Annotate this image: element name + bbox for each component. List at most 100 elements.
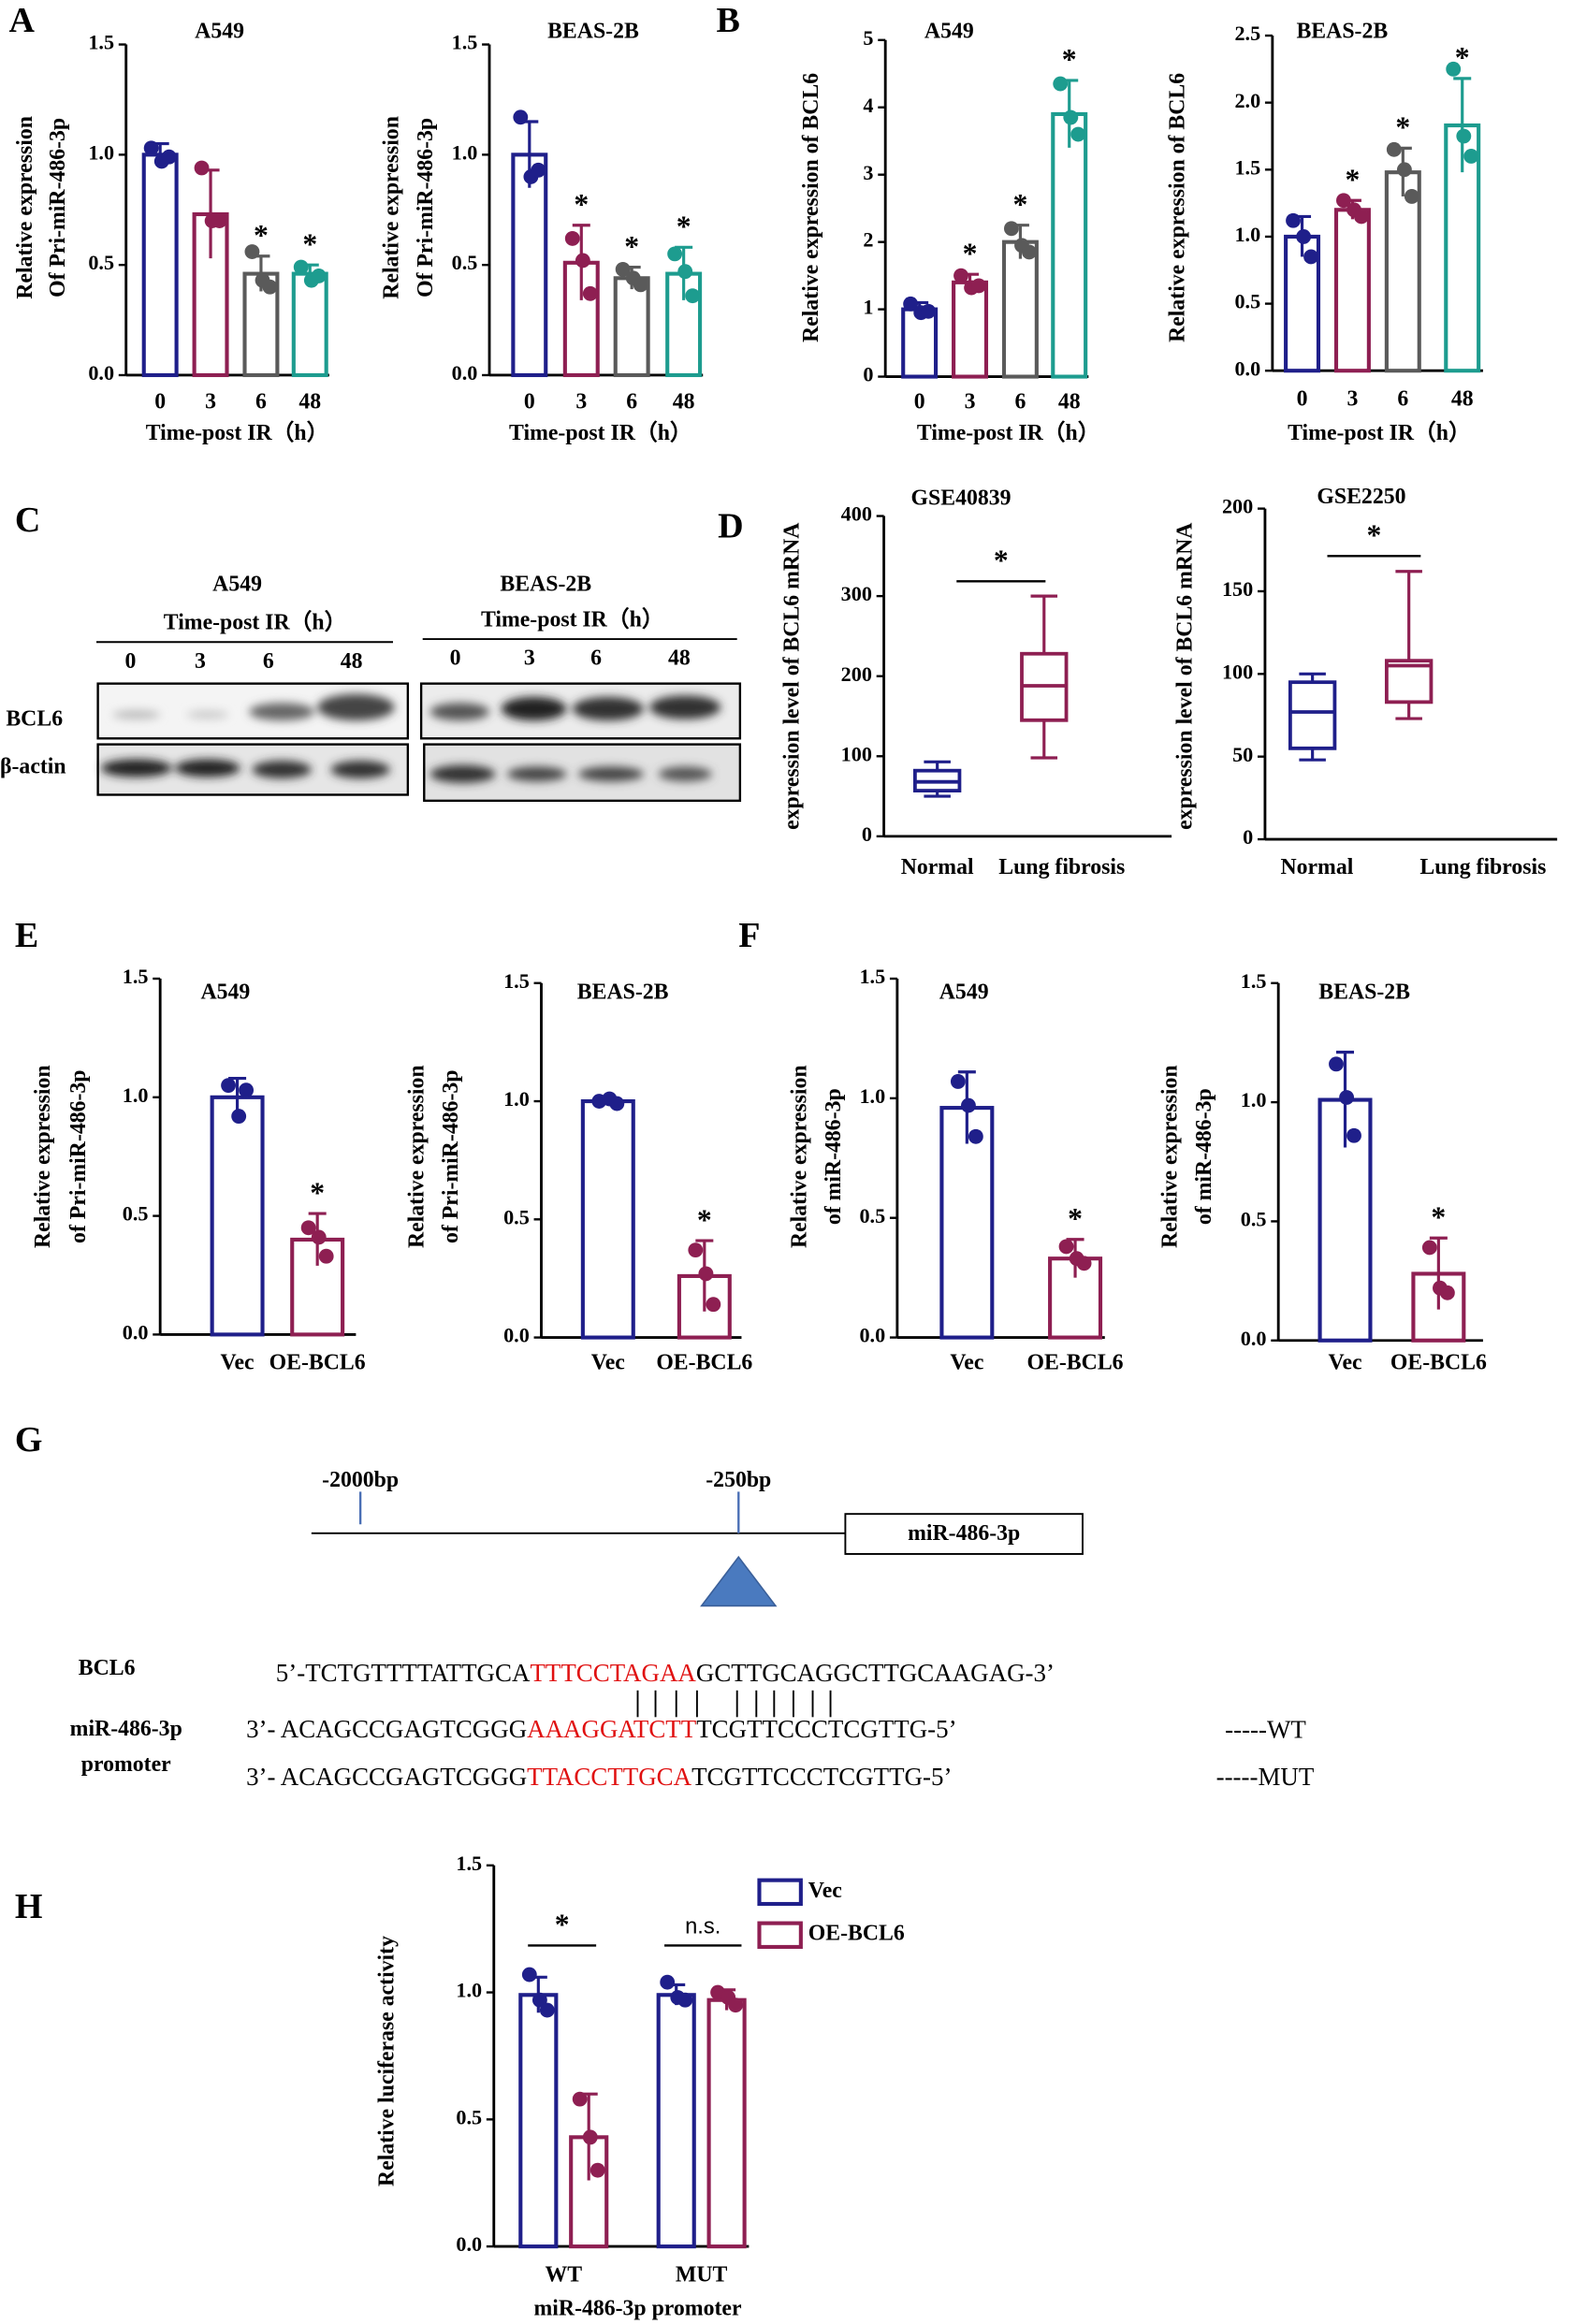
significance-mark: * [555,1909,570,1941]
x-tick-label: 48 [673,390,695,414]
bar [562,260,600,378]
y-axis-label: Of Pri-miR-486-3p [414,118,438,298]
chart: 0.0 0.5 1.0 1.5 BEAS-2B Relative expression of… [404,969,752,1375]
y-tick-label: 1.0 [456,1979,482,2002]
significance-mark: * [1346,164,1361,196]
legend-swatch [757,1878,803,1907]
y-tick-label: 200 [841,662,872,686]
y-tick-label: 150 [1222,577,1253,601]
x-tick-label: 0 [154,390,166,414]
y-tick-label: 1.5 [1241,969,1267,993]
bar [141,153,179,378]
chart: 0.0 0.5 1.0 1.5 Relative luciferase activity… [375,1852,905,2321]
data-point [564,230,580,246]
bar [291,271,328,378]
chart: 0.0 0.5 1.0 1.5 A549 Relative expression of mi… [787,965,1123,1374]
data-point [1053,76,1069,92]
y-tick-label: 1.0 [503,1087,530,1111]
bar [706,1997,747,2249]
y-tick-label: 1.5 [456,1852,482,1875]
blot-row-label: β-actin [0,754,66,778]
y-axis-label: of Pri-miR-486-3p [439,1069,463,1242]
bar [613,276,650,378]
y-tick-label: 0.5 [456,2105,482,2128]
significance-mark: * [1455,41,1470,74]
chart: 0 100 200 300 400 GSE40839 expression level of… [779,487,1172,879]
lane-label: 6 [263,649,274,674]
data-point [590,2162,605,2178]
seq-part: 3’- ACAGCCGAGTCGGG [246,1715,527,1743]
bar [952,280,989,379]
x-tick-label: Vec [591,1351,625,1375]
data-point [194,160,210,176]
data-point [143,140,159,156]
data-point [1421,1240,1437,1256]
x-tick-label: Vec [221,1351,255,1375]
data-point [1286,212,1301,228]
y-tick-label: 2.0 [1234,89,1260,112]
x-tick-label: WT [545,2262,582,2287]
bar [1333,208,1371,373]
data-point [513,109,529,125]
lane-label: 3 [524,646,535,671]
data-point [667,246,683,262]
y-tick-label: 2.5 [1234,22,1260,45]
y-tick-label: 1.0 [123,1083,149,1107]
bar [210,1095,265,1337]
blot-axis-label: Time-post IR（h） [481,607,664,632]
data-point [531,1992,547,2008]
significance-mark: * [1395,111,1410,144]
y-tick-label: 1.5 [452,31,478,54]
x-axis-label: miR-486-3p promoter [534,2297,742,2321]
data-point [1303,249,1318,265]
data-point [1076,1256,1092,1271]
lane-label: 3 [195,649,206,674]
x-tick-label: 0 [1297,386,1308,411]
panel-label: E [15,916,38,955]
data-point [1296,229,1312,244]
y-tick-label: 0.0 [503,1324,530,1347]
panel-label: C [15,501,40,540]
x-tick-label: OE-BCL6 [656,1351,752,1375]
data-point [953,268,968,283]
significance-mark: * [994,545,1009,577]
legend-label: OE-BCL6 [808,1922,905,1946]
bar [518,1993,559,2249]
significance-mark: * [624,230,639,263]
bar [656,1993,696,2249]
x-tick-label: 6 [626,390,637,414]
significance-mark: * [1366,519,1381,552]
y-tick-label: 300 [841,582,872,605]
data-point [575,253,590,269]
y-tick-label: 0.0 [88,361,114,385]
binding-site [700,1555,778,1607]
y-tick-label: 0.0 [123,1320,149,1344]
box [1288,680,1337,750]
y-axis-label: of Pri-miR-486-3p [66,1069,91,1242]
y-tick-label: 1.0 [1234,223,1260,246]
significance-mark: * [254,219,269,252]
y-axis-label: Relative expression [1158,1065,1183,1248]
chart: 0.0 0.5 1.0 1.5 A549 Relative expression Of Pr… [13,19,329,445]
chart: 0.0 0.5 1.0 1.5 A549 Relative expression of Pr… [31,965,366,1374]
data-point [221,1078,236,1094]
seq-highlight: TTTCCTAGAA [530,1659,696,1687]
x-tick-label: Normal [1280,855,1353,879]
blot-axis-label: Time-post IR（h） [164,610,347,635]
significance-mark: * [697,1203,712,1236]
chart-title: BEAS-2B [547,19,639,43]
chart: 0.0 0.5 1.0 1.5 2.0 2.5 BEAS-2B Relative expres… [1165,19,1483,445]
data-point [1339,1090,1355,1105]
y-tick-label: 0.5 [1241,1208,1267,1231]
data-point [1404,189,1419,204]
y-axis-label: of miR-486-3p [822,1088,846,1225]
chart-title: BEAS-2B [577,980,669,1004]
sequence: 3’- ACAGCCGAGTCGGGTTACCTTGCATCGTTCCCTCGT… [246,1763,952,1791]
promoter-label: miR-486-3p [70,1717,182,1741]
sequence: 3’- ACAGCCGAGTCGGGAAAGGATCTTTCGTTCCCTCGT… [246,1715,956,1743]
y-axis-label: Relative expression [13,116,37,299]
y-axis-label: Relative expression [379,116,403,299]
data-point [1329,1056,1344,1072]
